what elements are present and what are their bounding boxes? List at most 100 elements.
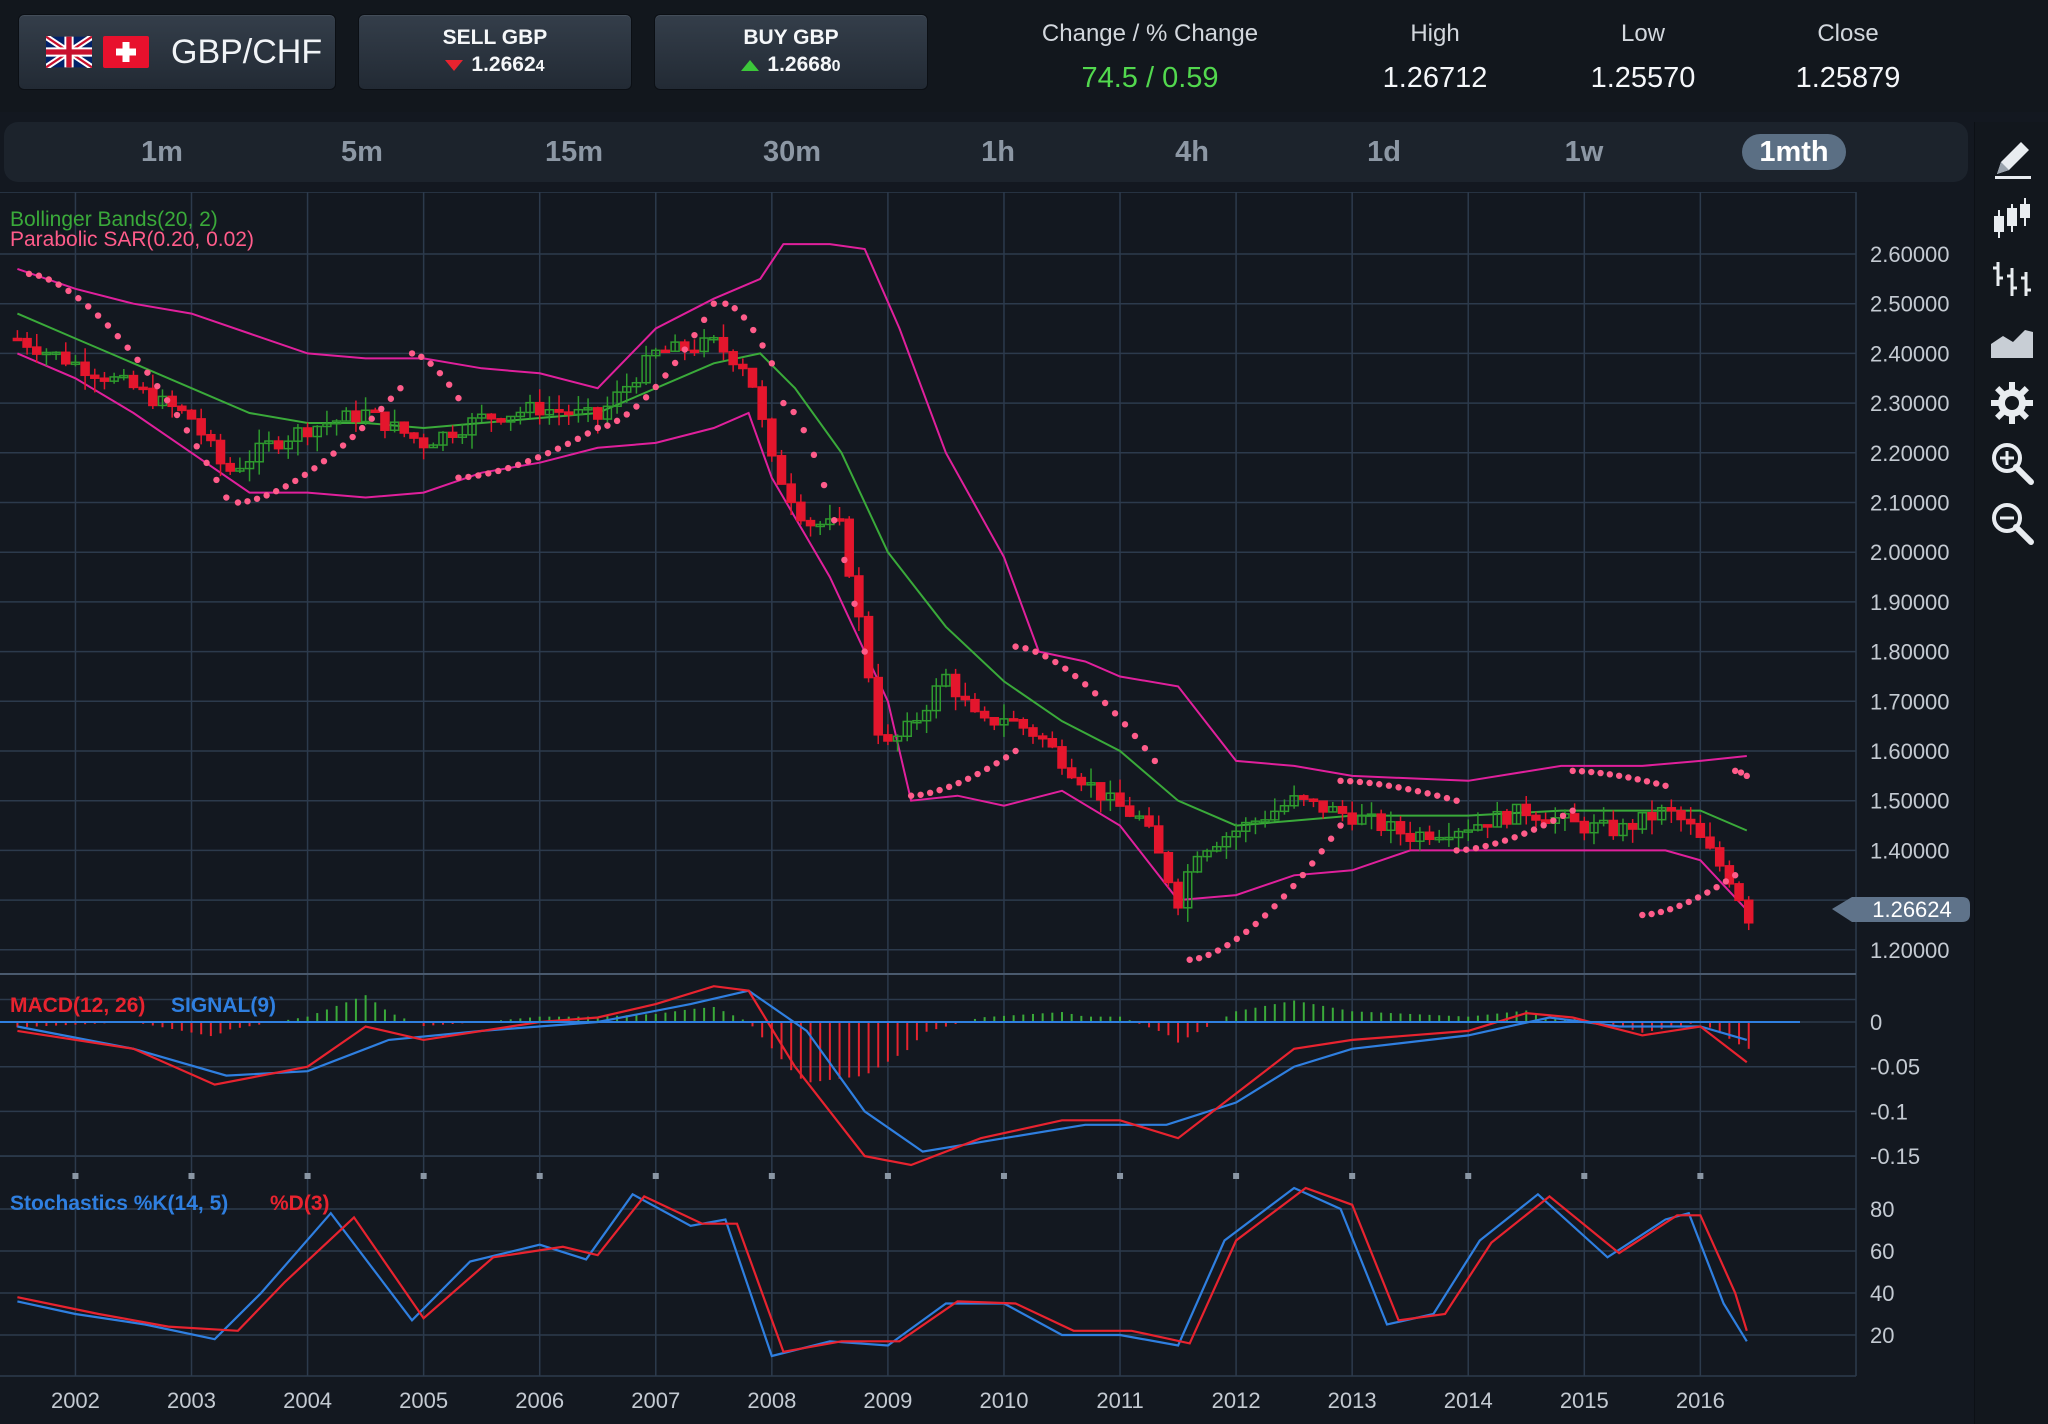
sar-dot	[213, 476, 220, 484]
sar-dot	[1453, 847, 1460, 854]
ohlc-bars-icon[interactable]	[1989, 256, 2035, 302]
sar-dot	[203, 459, 210, 467]
sar-dot	[671, 359, 679, 367]
candle-body	[970, 698, 980, 713]
sar-dot	[1385, 782, 1393, 789]
sell-label: SELL GBP	[442, 26, 548, 49]
grid-marker	[1581, 1173, 1588, 1179]
sar-dot	[154, 382, 161, 390]
sar-dot	[1224, 941, 1231, 949]
sell-price-pip: 4	[535, 58, 545, 75]
parabolic-sar-dots	[25, 270, 1750, 963]
candle-body	[651, 349, 661, 357]
candle-body	[1086, 782, 1096, 786]
grid-marker	[884, 1173, 891, 1179]
candle-body	[70, 361, 81, 366]
sar-dot	[475, 472, 482, 479]
sar-dot	[368, 415, 375, 422]
candle-body	[1705, 836, 1715, 849]
candle-body	[225, 462, 235, 472]
sar-dot	[1540, 822, 1547, 829]
timeframe-15m[interactable]: 15m	[544, 136, 604, 168]
candle-body	[1337, 805, 1348, 814]
candle-body	[892, 735, 903, 742]
candle-body	[1028, 727, 1038, 737]
timeframe-1m[interactable]: 1m	[141, 136, 183, 168]
sar-dot	[554, 445, 562, 452]
candle-body	[1260, 819, 1270, 823]
candle-body	[660, 349, 671, 354]
candle-body	[1328, 805, 1338, 813]
timeframe-4h[interactable]: 4h	[1175, 136, 1209, 168]
zoom-in-icon[interactable]	[1989, 440, 2035, 486]
sar-dot	[1453, 797, 1460, 804]
x-tick-label: 2013	[1328, 1388, 1377, 1413]
sar-dot	[1252, 920, 1259, 928]
buy-button[interactable]: BUY GBP 1.26680	[654, 14, 928, 90]
sell-button[interactable]: SELL GBP 1.26624	[358, 14, 632, 90]
timeframe-30m[interactable]: 30m	[762, 136, 822, 168]
zoom-out-icon[interactable]	[1989, 500, 2035, 546]
candle-body	[215, 439, 226, 465]
sar-dot	[800, 426, 807, 434]
sar-dot	[1743, 772, 1750, 780]
sar-dot	[193, 443, 200, 450]
candle-body	[641, 354, 651, 384]
grid-marker	[188, 1173, 195, 1179]
sar-dot	[1521, 830, 1528, 837]
timeframe-1d[interactable]: 1d	[1367, 136, 1401, 168]
timeframe-1mth[interactable]: 1mth	[1742, 134, 1846, 170]
pencil-icon[interactable]	[1989, 136, 2035, 182]
candle-body	[1057, 746, 1067, 769]
sar-dot	[750, 326, 757, 334]
sar-dot	[1578, 768, 1586, 775]
sar-dot	[1569, 807, 1576, 814]
sar-dot	[1131, 732, 1139, 740]
candle-body	[128, 374, 139, 389]
candle-body	[341, 410, 352, 422]
macd-legend: MACD(12, 26)	[10, 994, 145, 1017]
candle-body	[109, 376, 119, 382]
timeframe-5m[interactable]: 5m	[341, 136, 383, 168]
grid-marker	[1000, 1173, 1007, 1179]
sar-dot	[282, 483, 289, 490]
sar-dot	[722, 300, 729, 307]
instrument-selector[interactable]: GBP/CHF	[18, 14, 336, 90]
sar-dot	[1414, 788, 1422, 795]
sar-dot	[1434, 792, 1441, 799]
candle-body	[1463, 829, 1473, 833]
candle-body	[563, 411, 574, 416]
sar-dot	[1111, 710, 1119, 717]
candle-body	[670, 341, 680, 353]
macd-tick-label: -0.1	[1870, 1099, 1908, 1124]
sar-dot	[263, 492, 270, 499]
candle-body	[776, 455, 787, 485]
candle-body	[1182, 871, 1193, 909]
sar-dot	[1002, 754, 1010, 761]
area-chart-icon[interactable]	[1989, 318, 2035, 364]
candle-body	[80, 361, 90, 377]
sar-dot	[1101, 699, 1109, 707]
candle-body	[380, 411, 390, 432]
price-chart[interactable]: 2.60000 2.50000 2.40000 2.30000 2.20000 2.100…	[0, 192, 1972, 1424]
candlestick-icon[interactable]	[1989, 196, 2035, 242]
sar-dot	[378, 405, 385, 413]
candle-body	[1608, 819, 1619, 837]
candle-body	[1308, 798, 1319, 802]
sar-dot	[339, 442, 347, 449]
sar-dot	[1530, 826, 1538, 833]
timeframe-1h[interactable]: 1h	[981, 136, 1015, 168]
candle-body	[592, 407, 603, 420]
candle-body	[1395, 821, 1406, 835]
sar-dot	[710, 300, 718, 307]
timeframe-1w[interactable]: 1w	[1564, 136, 1604, 168]
candle-body	[583, 407, 593, 411]
sar-dot	[1643, 778, 1651, 785]
stoch-k-line	[17, 1186, 1748, 1358]
gear-icon[interactable]	[1989, 380, 2035, 426]
sar-dot	[234, 499, 242, 506]
sar-dot	[564, 440, 572, 448]
y-tick-label: 1.50000	[1870, 789, 1950, 814]
sar-dot	[945, 783, 953, 791]
grid-marker	[1697, 1173, 1704, 1179]
